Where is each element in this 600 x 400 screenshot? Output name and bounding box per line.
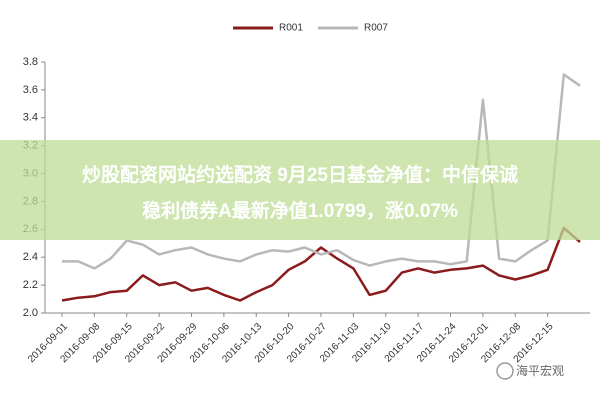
watermark: 海平宏观 bbox=[516, 363, 564, 378]
overlay-text: 稳利债券A最新净值1.0799，涨0.07% bbox=[142, 199, 458, 222]
legend-label: R001 bbox=[279, 23, 303, 34]
y-tick-label: 2.0 bbox=[23, 307, 38, 319]
overlay-text: 炒股配资网站约选配资 9月25日基金净值：中信保诚 bbox=[82, 163, 518, 186]
y-tick-label: 3.6 bbox=[23, 84, 38, 96]
overlay-banner bbox=[0, 140, 600, 240]
legend-label: R007 bbox=[364, 23, 388, 34]
y-tick-label: 3.8 bbox=[23, 56, 38, 68]
series-line bbox=[61, 226, 581, 302]
y-tick-label: 3.4 bbox=[23, 112, 38, 124]
y-tick-label: 2.2 bbox=[23, 279, 38, 291]
y-tick-label: 2.4 bbox=[23, 251, 38, 263]
watermark-icon bbox=[496, 362, 514, 380]
